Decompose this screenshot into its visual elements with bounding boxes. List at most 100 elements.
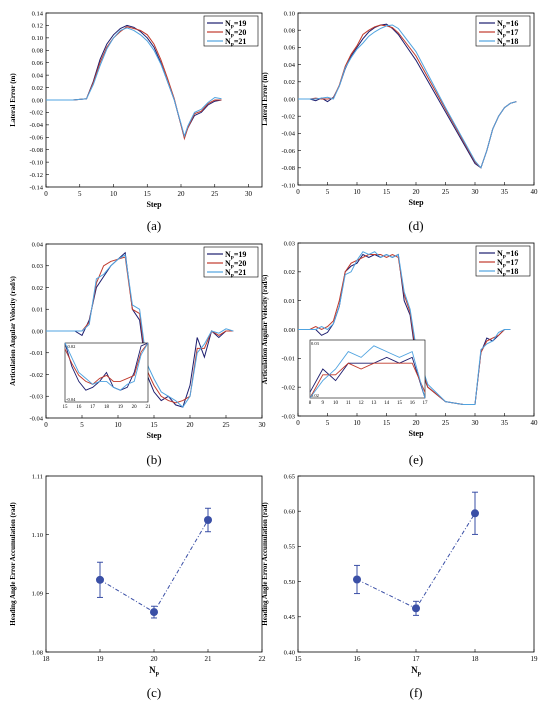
legend-entry: Np=21: [225, 268, 246, 279]
chart-panel: 0 5 10 15 20 25 30 -0.14 -0.12 -0.10 -0.08 -0.06 -0.…: [9, 10, 263, 233]
x-tick-label: 20: [178, 190, 186, 198]
x-tick-label: 5: [78, 190, 82, 198]
data-point: [412, 604, 420, 613]
inset-x-tick-label: 16: [410, 401, 416, 406]
data-point: [353, 575, 361, 584]
inset-x-tick-label: 14: [384, 401, 390, 406]
data-point: [471, 509, 479, 518]
x-tick-label: 20: [413, 419, 421, 427]
inset-series-line: [64, 342, 149, 391]
inset-x-tick-label: 9: [322, 401, 325, 406]
series-line: [298, 24, 517, 169]
y-tick-label: 0.02: [32, 285, 43, 292]
inset-y-tick-label: -0.04: [66, 397, 76, 402]
y-tick-label: -0.06: [281, 148, 295, 155]
legend-entry: Np=21: [225, 37, 246, 48]
inset-x-tick-label: 15: [397, 401, 403, 406]
x-tick-label: 10: [115, 421, 123, 429]
x-tick-label: 21: [205, 655, 213, 663]
x-tick-label: 5: [326, 419, 330, 427]
y-tick-label: 0.04: [32, 72, 44, 79]
y-tick-label: -0.02: [29, 372, 43, 379]
y-tick-label: 0.00: [284, 96, 295, 103]
inset-y-tick-label: -0.02: [66, 344, 75, 349]
y-tick-label: -0.08: [29, 147, 43, 154]
y-tick-label: -0.10: [29, 159, 43, 166]
y-axis-label: Lateral Error (m): [9, 73, 17, 127]
x-tick-label: 0: [44, 190, 48, 198]
x-tick-label: 25: [211, 190, 219, 198]
panel-label: (a): [147, 218, 161, 233]
legend-entry: Np=19: [225, 250, 246, 261]
x-tick-label: 20: [151, 655, 159, 663]
chart-panel: 0 5 10 15 20 25 30 -0.04 -0.03 -0.02 -0.01 0.00 0.01…: [9, 241, 266, 467]
panel-label: (e): [409, 452, 423, 467]
y-tick-label: -0.01: [281, 356, 295, 363]
y-tick-label: 0.02: [32, 85, 43, 92]
x-axis-label: Step: [408, 429, 424, 438]
y-tick-label: 0.03: [284, 240, 295, 247]
legend-entry: Np=18: [497, 37, 518, 48]
chart-panel: 15 16 17 18 19 0.40 0.45 0.50 0.55 0.60 0.65 Np Head…: [261, 473, 538, 700]
y-tick-label: 0.00: [32, 97, 43, 104]
panel-label: (f): [410, 685, 423, 700]
x-axis-label: Step: [146, 200, 162, 209]
y-tick-label: 0.02: [284, 79, 295, 86]
inset-x-tick-label: 18: [104, 405, 110, 410]
x-tick-label: 5: [80, 421, 84, 429]
panel-label: (c): [147, 685, 161, 700]
x-tick-label: 20: [413, 188, 421, 196]
x-tick-label: 30: [259, 421, 267, 429]
inset-frame: [309, 339, 426, 399]
y-tick-label: -0.06: [29, 135, 43, 142]
y-tick-label: -0.02: [281, 114, 295, 121]
y-tick-label: -0.02: [281, 384, 295, 391]
inset-x-tick-label: 11: [346, 401, 351, 406]
y-tick-label: 0.14: [32, 10, 44, 17]
y-tick-label: -0.03: [281, 413, 295, 420]
y-tick-label: 0.45: [284, 614, 295, 621]
inset-plot: 15 16 17 18 19 20 21 -0.02 -0.04: [63, 342, 152, 410]
inset-x-tick-label: 19: [118, 405, 124, 410]
x-tick-label: 19: [97, 655, 105, 663]
y-tick-label: -0.01: [29, 350, 43, 357]
y-tick-label: -0.10: [281, 182, 295, 189]
x-tick-label: 16: [354, 655, 362, 663]
y-tick-label: -0.12: [29, 172, 43, 179]
inset-x-tick-label: 17: [90, 405, 96, 410]
legend-entry: Np=20: [225, 259, 246, 270]
connecting-line: [356, 513, 476, 610]
y-tick-label: 0.08: [32, 48, 43, 55]
x-tick-label: 30: [472, 188, 480, 196]
legend-entry: Np=18: [497, 267, 518, 278]
series-line: [298, 24, 517, 169]
x-tick-label: 15: [383, 419, 391, 427]
y-tick-label: 0.00: [284, 327, 295, 334]
legend-entry: Np=19: [225, 19, 246, 30]
y-tick-label: 0.10: [32, 35, 43, 42]
x-tick-label: 0: [44, 421, 48, 429]
legend-entry: Np=16: [497, 19, 518, 30]
x-tick-label: 18: [472, 655, 480, 663]
x-tick-label: 30: [472, 419, 480, 427]
series-line: [46, 27, 222, 138]
y-tick-label: -0.14: [29, 184, 43, 191]
y-tick-label: 1.10: [32, 532, 43, 539]
series-line: [46, 26, 222, 141]
y-tick-label: 1.09: [32, 591, 43, 598]
x-tick-label: 18: [43, 655, 51, 663]
inset-x-tick-label: 10: [333, 401, 339, 406]
y-tick-label: -0.04: [29, 122, 43, 129]
series-line: [298, 251, 511, 405]
y-tick-label: 0.65: [284, 473, 295, 480]
legend-entry: Np=17: [497, 258, 518, 269]
y-tick-label: 0.12: [32, 23, 43, 30]
x-tick-label: 25: [442, 188, 450, 196]
data-point: [150, 608, 158, 617]
inset-x-tick-label: 21: [146, 405, 152, 410]
x-tick-label: 0: [296, 188, 300, 196]
y-tick-label: 0.06: [284, 45, 296, 52]
x-tick-label: 25: [223, 421, 231, 429]
inset-x-tick-label: 13: [371, 401, 377, 406]
